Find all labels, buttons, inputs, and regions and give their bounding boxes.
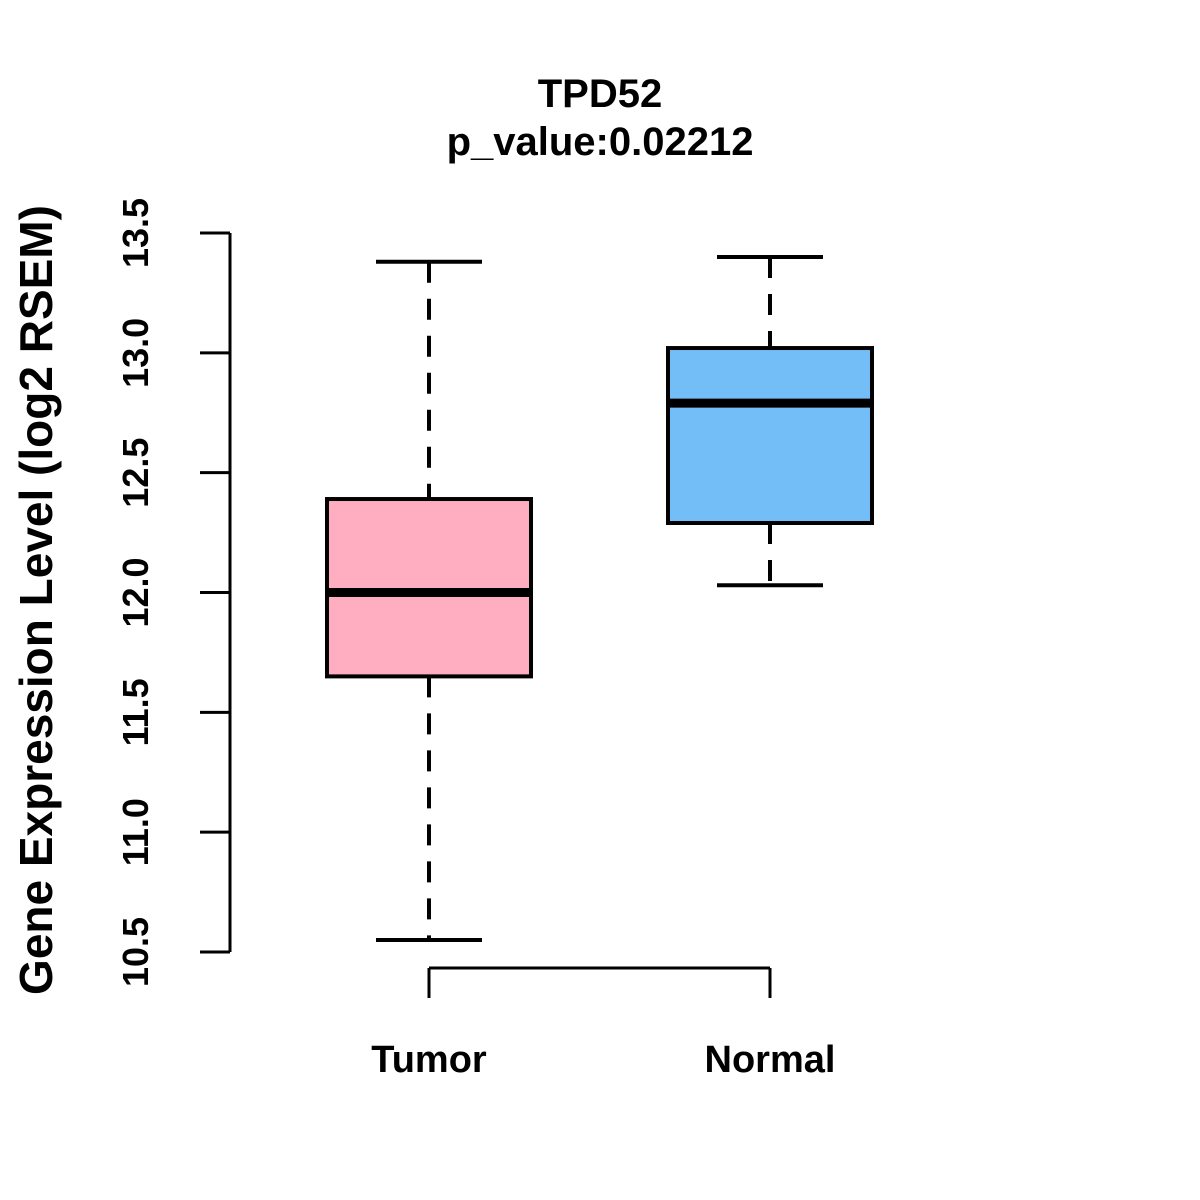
chart-title: TPD52 [537,72,663,116]
y-axis-tick-label: 12.0 [115,557,156,627]
y-axis-tick-label: 13.5 [115,198,156,268]
y-axis-tick-label: 12.5 [115,438,156,508]
y-axis-tick-label: 10.5 [115,917,156,987]
x-axis-label-tumor: Tumor [371,1039,487,1081]
y-axis-tick-label: 11.5 [115,678,156,746]
y-axis-tick-label: 13.0 [115,318,156,388]
chart-subtitle: p_value:0.02212 [446,120,754,164]
box-normal [666,346,874,525]
y-axis-tick-label: 11.0 [115,798,156,866]
box-tumor [325,497,533,679]
chart-title-block: TPD52 p_value:0.02212 [0,70,1200,166]
x-axis-label-normal: Normal [705,1039,836,1081]
